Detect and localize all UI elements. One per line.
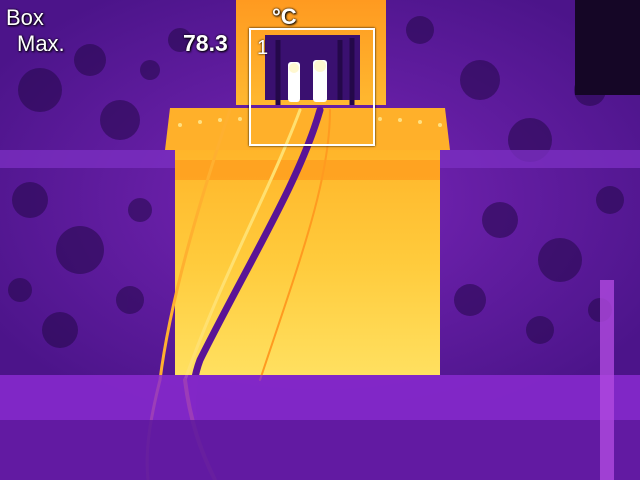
ground-shadow xyxy=(0,420,640,480)
measure-mode-label: Box xyxy=(6,5,44,30)
measurement-box-index: 1 xyxy=(257,37,269,59)
measurement-box[interactable]: 1 xyxy=(249,28,375,146)
upper-opening xyxy=(265,35,360,100)
transformer-body xyxy=(175,150,440,375)
dark-sky xyxy=(575,0,640,95)
measure-type-label: Max. xyxy=(17,31,65,56)
max-temperature-value: 78.3 xyxy=(183,30,228,56)
temperature-unit: °C xyxy=(272,4,297,29)
bushing-frame xyxy=(275,38,355,105)
pole xyxy=(600,280,614,480)
bushings xyxy=(288,60,327,102)
rim-bolts xyxy=(178,117,442,127)
body-band xyxy=(175,160,440,180)
